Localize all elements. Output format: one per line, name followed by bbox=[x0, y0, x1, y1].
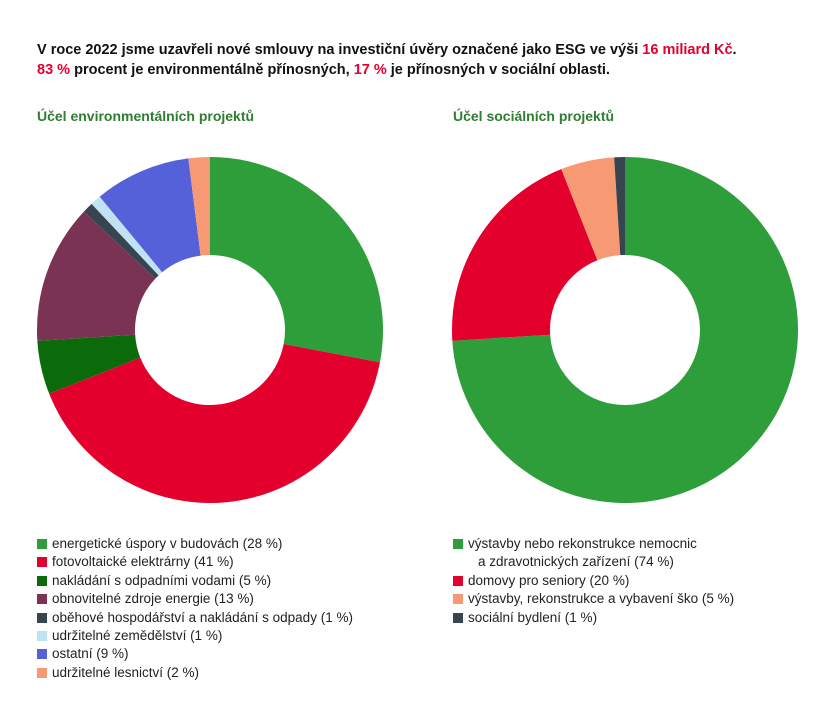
env-slice-6 bbox=[99, 158, 201, 273]
env-legend-swatch bbox=[37, 649, 47, 660]
env-legend-item: oběhové hospodářství a nakládání s odpad… bbox=[37, 609, 437, 627]
env-legend-item: fotovoltaické elektrárny (41 %) bbox=[37, 553, 437, 571]
soc-chart-title: Účel sociálních projektů bbox=[453, 108, 615, 124]
soc-legend-item: domovy pro seniory (20 %) bbox=[453, 572, 813, 590]
soc-legend-label-continuation: a zdravotnických zařízení (74 %) bbox=[478, 554, 674, 570]
intro-line2-end: je přínosných v sociální oblasti. bbox=[386, 62, 610, 78]
soc-legend-item: výstavby, rekonstrukce a vybavení ško (5… bbox=[453, 590, 813, 608]
env-legend-item: nakládání s odpadními vodami (5 %) bbox=[37, 572, 437, 590]
env-legend-swatch bbox=[37, 557, 47, 568]
env-legend-label: nakládání s odpadními vodami (5 %) bbox=[52, 572, 272, 588]
intro-text: V roce 2022 jsme uzavřeli nové smlouvy n… bbox=[37, 40, 807, 80]
env-slice-4 bbox=[83, 203, 159, 279]
env-legend-item: obnovitelné zdroje energie (13 %) bbox=[37, 590, 437, 608]
soc-legend-swatch bbox=[453, 612, 463, 623]
env-slice-0 bbox=[210, 157, 383, 363]
soc-legend-label: výstavby nebo rekonstrukce nemocnic bbox=[468, 536, 697, 551]
intro-line1-end: . bbox=[732, 42, 737, 58]
soc-legend-label: domovy pro seniory (20 %) bbox=[468, 572, 630, 588]
intro-amount-highlight: 16 miliard Kč bbox=[642, 42, 733, 58]
env-donut-chart bbox=[37, 157, 383, 503]
env-legend-label: udržitelné lesnictví (2 %) bbox=[52, 664, 200, 680]
intro-env-percent-highlight: 83 % bbox=[37, 62, 71, 78]
soc-legend-item: výstavby nebo rekonstrukce nemocnic a zdr… bbox=[453, 535, 813, 572]
soc-slice-2 bbox=[561, 157, 621, 261]
soc-legend-swatch bbox=[453, 594, 463, 605]
env-legend-label: energetické úspory v budovách (28 %) bbox=[52, 536, 283, 551]
env-legend-swatch bbox=[37, 667, 47, 678]
env-slice-7 bbox=[188, 157, 210, 256]
soc-donut-chart bbox=[452, 157, 798, 503]
intro-soc-percent-highlight: 17 % bbox=[353, 62, 387, 78]
env-legend-swatch bbox=[37, 631, 47, 642]
env-legend-item: udržitelné zemědělství (1 %) bbox=[37, 627, 437, 645]
soc-legend: výstavby nebo rekonstrukce nemocnic a zdr… bbox=[453, 535, 813, 627]
env-legend-swatch bbox=[37, 612, 47, 623]
env-slice-5 bbox=[91, 196, 163, 276]
intro-line2-text: procent je environmentálně přínosných, bbox=[70, 62, 354, 78]
soc-slice-1 bbox=[452, 169, 598, 341]
env-slice-3 bbox=[37, 211, 156, 341]
soc-legend-label: výstavby, rekonstrukce a vybavení ško (5… bbox=[468, 591, 735, 607]
env-legend-swatch bbox=[37, 594, 47, 605]
soc-legend-label: sociální bydlení (1 %) bbox=[468, 609, 598, 625]
env-slice-1 bbox=[49, 344, 380, 503]
env-legend-label: obnovitelné zdroje energie (13 %) bbox=[52, 591, 254, 607]
env-legend-label: oběhové hospodářství a nakládání s odpad… bbox=[52, 609, 353, 625]
env-legend-item: energetické úspory v budovách (28 %) bbox=[37, 535, 437, 553]
env-chart-title: Účel environmentálních projektů bbox=[37, 108, 255, 124]
env-legend-swatch bbox=[37, 575, 47, 586]
soc-slice-0 bbox=[452, 157, 798, 503]
env-legend-label: fotovoltaické elektrárny (41 %) bbox=[52, 554, 234, 570]
intro-line1-text: V roce 2022 jsme uzavřeli nové smlouvy n… bbox=[37, 42, 643, 58]
soc-slice-3 bbox=[614, 157, 625, 256]
env-legend-item: udržitelné lesnictví (2 %) bbox=[37, 664, 437, 682]
env-slice-2 bbox=[37, 334, 141, 394]
env-legend-label: udržitelné zemědělství (1 %) bbox=[52, 628, 223, 644]
soc-legend-swatch bbox=[453, 575, 463, 586]
env-legend-swatch bbox=[37, 539, 47, 549]
env-legend-item: ostatní (9 %) bbox=[37, 645, 437, 663]
soc-legend-swatch bbox=[453, 539, 463, 549]
env-legend-label: ostatní (9 %) bbox=[52, 646, 129, 662]
env-legend: energetické úspory v budovách (28 %) foto… bbox=[37, 535, 437, 682]
soc-legend-item: sociální bydlení (1 %) bbox=[453, 609, 813, 627]
